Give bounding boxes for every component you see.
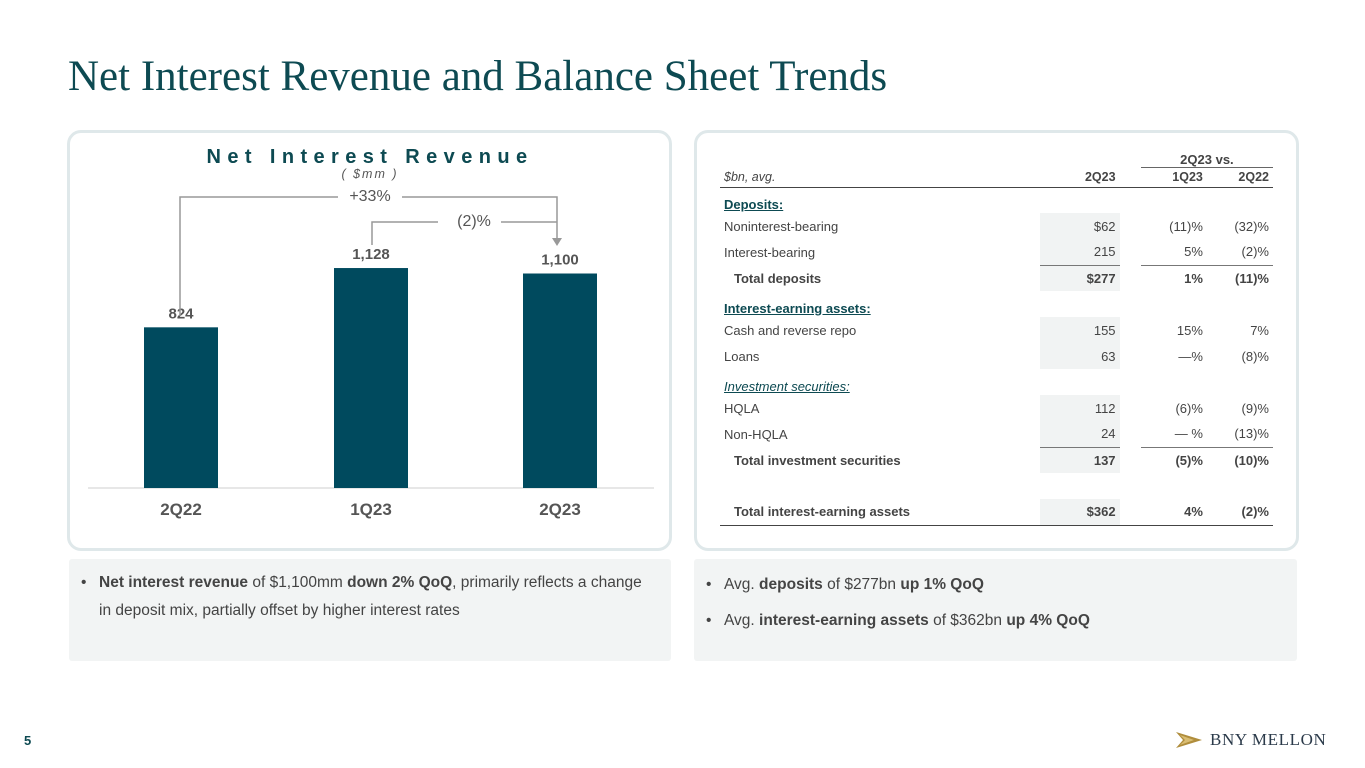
table-row: Non-HQLA 24 — % (13)% <box>720 421 1273 447</box>
logo-text: BNY MELLON <box>1210 730 1327 749</box>
bullet-item: • Avg. interest-earning assets of $362bn … <box>706 612 1090 629</box>
page-title: Net Interest Revenue and Balance Sheet T… <box>68 53 888 100</box>
section-investment-securities: Investment securities: <box>724 378 850 394</box>
vs-header: 2Q23 vs. <box>1140 139 1273 168</box>
bny-mellon-mark-icon <box>1176 732 1202 748</box>
commentary-right: • Avg. deposits of $277bn up 1% QoQ • Avg.… <box>694 559 1297 661</box>
bracket-33-right <box>402 196 558 238</box>
annotation-minus2: (2)% <box>457 213 491 230</box>
category-label: 1Q23 <box>350 500 392 519</box>
page-number: 5 <box>24 733 32 748</box>
commentary-left: • Net interest revenue of $1,100mm down 2… <box>69 559 671 661</box>
section-deposits: Deposits: <box>724 196 784 212</box>
chart-title: Net Interest Revenue <box>207 146 534 168</box>
bar-value-label: 824 <box>168 305 194 322</box>
bracket-2-left <box>371 221 438 245</box>
section-interest-earning: Interest-earning assets: <box>724 300 871 316</box>
bar-1q23 <box>334 268 408 488</box>
bracket-arrowhead <box>552 238 562 246</box>
unit-header: $bn, avg. <box>720 167 1040 188</box>
table-row: Cash and reverse repo 155 15% 7% <box>720 317 1273 343</box>
col-header-2q23: 2Q23 <box>1039 167 1120 188</box>
col-header-2q22: 2Q22 <box>1206 167 1273 188</box>
brand-logo: BNY MELLON <box>1176 728 1326 752</box>
bullet-item: • Avg. deposits of $277bn up 1% QoQ <box>706 576 984 593</box>
table-panel <box>694 130 1299 551</box>
table-row-total: Total investment securities 137 (5)% (10… <box>720 446 1273 473</box>
category-label: 2Q23 <box>539 500 581 519</box>
bracket-33-left <box>179 196 338 316</box>
table-row: Interest-bearing 215 5% (2)% <box>720 239 1273 265</box>
table-row: HQLA 112 (6)% (9)% <box>720 395 1273 421</box>
bullet-item: • Net interest revenue of $1,100mm down 2… <box>81 574 642 619</box>
col-header-1q23: 1Q23 <box>1140 167 1207 188</box>
table-row-total: Total deposits $277 1% (11)% <box>720 264 1273 291</box>
table-row-grand-total: Total interest-earning assets $362 4% (2… <box>720 499 1273 526</box>
table-row: Noninterest-bearing $62 (11)% (32)% <box>720 213 1273 239</box>
chart-subtitle: ( $mm ) <box>341 167 398 181</box>
bar-2q23 <box>523 273 597 488</box>
category-label: 2Q22 <box>160 500 202 519</box>
bar-2q22 <box>144 327 218 488</box>
bar-value-label: 1,128 <box>352 246 390 263</box>
balance-sheet-table: 2Q23 vs. $bn, avg. 2Q23 1Q23 2Q22 Deposi… <box>720 139 1273 526</box>
annotation-plus33: +33% <box>349 188 390 205</box>
bar-value-label: 1,100 <box>541 252 579 269</box>
table-row: Loans 63 —% (8)% <box>720 343 1273 369</box>
